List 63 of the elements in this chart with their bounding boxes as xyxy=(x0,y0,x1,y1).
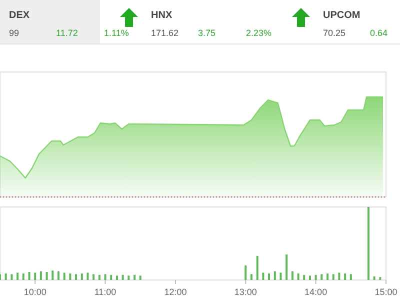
bar xyxy=(116,276,118,280)
bar xyxy=(139,276,142,280)
bar xyxy=(274,271,276,280)
text: 70.25 xyxy=(323,28,346,38)
bar xyxy=(320,274,323,280)
bar xyxy=(308,276,311,280)
text: HNX xyxy=(151,10,172,21)
bar xyxy=(350,274,352,280)
bar xyxy=(256,256,258,280)
text: 2.23% xyxy=(246,28,272,38)
bar xyxy=(286,254,288,280)
x-tick-label: 12:00 xyxy=(164,287,187,297)
bar xyxy=(314,274,317,280)
bar xyxy=(268,273,270,280)
text: UPCOM xyxy=(323,10,360,21)
x-tick-label: 13:00 xyxy=(234,287,257,297)
bar xyxy=(280,272,282,280)
bar xyxy=(75,274,78,280)
text: 171.62 xyxy=(151,28,179,38)
bar xyxy=(344,273,346,280)
bar xyxy=(326,273,329,280)
bar xyxy=(303,274,306,280)
bar xyxy=(40,271,42,280)
bar xyxy=(250,274,252,280)
text: 1.11% xyxy=(104,28,129,38)
bar xyxy=(110,274,112,280)
bar xyxy=(22,273,24,280)
bar xyxy=(16,272,19,280)
bar xyxy=(69,273,72,280)
x-tick-label: 14:00 xyxy=(304,287,328,297)
bar xyxy=(46,272,48,280)
bar xyxy=(34,272,36,280)
bar xyxy=(128,276,130,280)
text: 0.64 xyxy=(370,28,388,38)
text: DEX xyxy=(9,10,30,21)
bar xyxy=(332,274,334,280)
bar xyxy=(297,273,300,280)
text: 11.72 xyxy=(56,28,78,38)
bar xyxy=(4,273,7,280)
bar xyxy=(367,207,370,280)
bar xyxy=(373,276,376,280)
bar xyxy=(244,265,247,280)
bar xyxy=(122,274,124,280)
bar xyxy=(104,274,106,280)
x-tick-label: 10:00 xyxy=(24,287,46,297)
x-tick-label: 11:00 xyxy=(94,287,116,297)
bar xyxy=(28,272,30,280)
bar xyxy=(134,274,136,280)
bar xyxy=(291,271,294,280)
bar xyxy=(98,274,100,280)
bar xyxy=(338,272,340,280)
bar xyxy=(52,270,54,280)
bar xyxy=(92,274,95,280)
text: 99 xyxy=(9,28,20,38)
bar xyxy=(262,272,264,280)
bar xyxy=(63,272,66,280)
bar xyxy=(80,273,83,280)
bar xyxy=(57,271,60,280)
bar xyxy=(86,272,89,280)
bar xyxy=(379,277,382,280)
bar xyxy=(10,274,13,280)
text: 3.75 xyxy=(198,28,216,38)
x-tick-label: 15:00 xyxy=(374,287,398,297)
